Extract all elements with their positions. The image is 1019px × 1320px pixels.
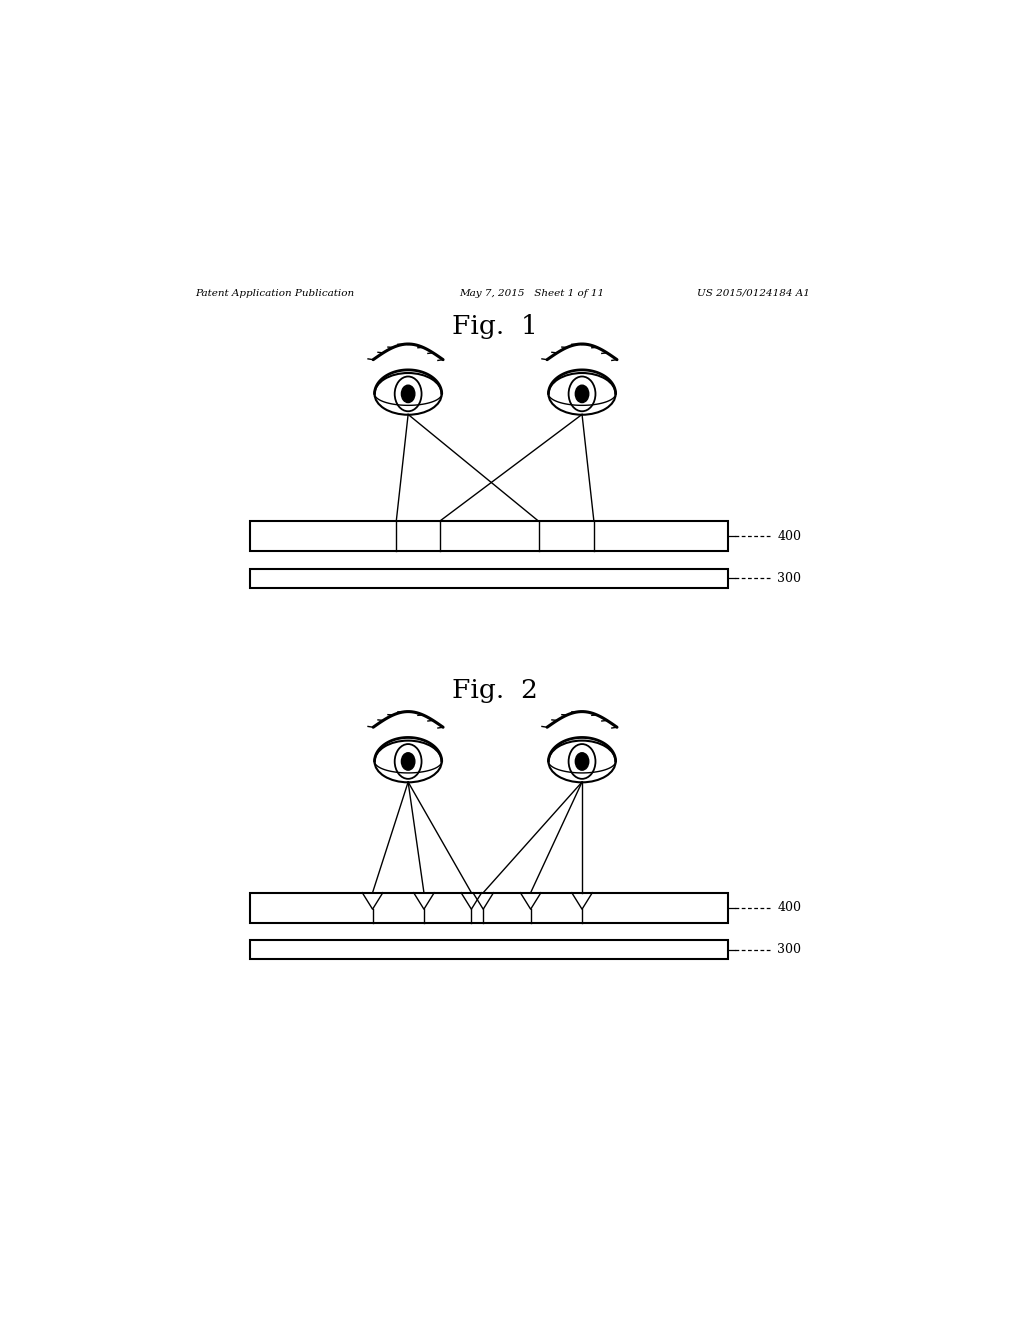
Ellipse shape [401,752,415,770]
Ellipse shape [575,385,588,403]
Ellipse shape [401,385,415,403]
Bar [250,569,728,587]
Bar [250,521,728,552]
Bar [250,892,728,923]
Text: 400: 400 [776,902,801,915]
Text: 400: 400 [776,529,801,543]
Text: 300: 300 [776,572,801,585]
Text: Fig.  2: Fig. 2 [451,677,537,702]
Text: US 2015/0124184 A1: US 2015/0124184 A1 [696,289,809,298]
Text: May 7, 2015   Sheet 1 of 11: May 7, 2015 Sheet 1 of 11 [459,289,604,298]
Bar [250,940,728,960]
Text: Fig.  1: Fig. 1 [451,314,537,339]
Text: 300: 300 [776,942,801,956]
Ellipse shape [575,752,588,770]
Text: Patent Application Publication: Patent Application Publication [195,289,354,298]
